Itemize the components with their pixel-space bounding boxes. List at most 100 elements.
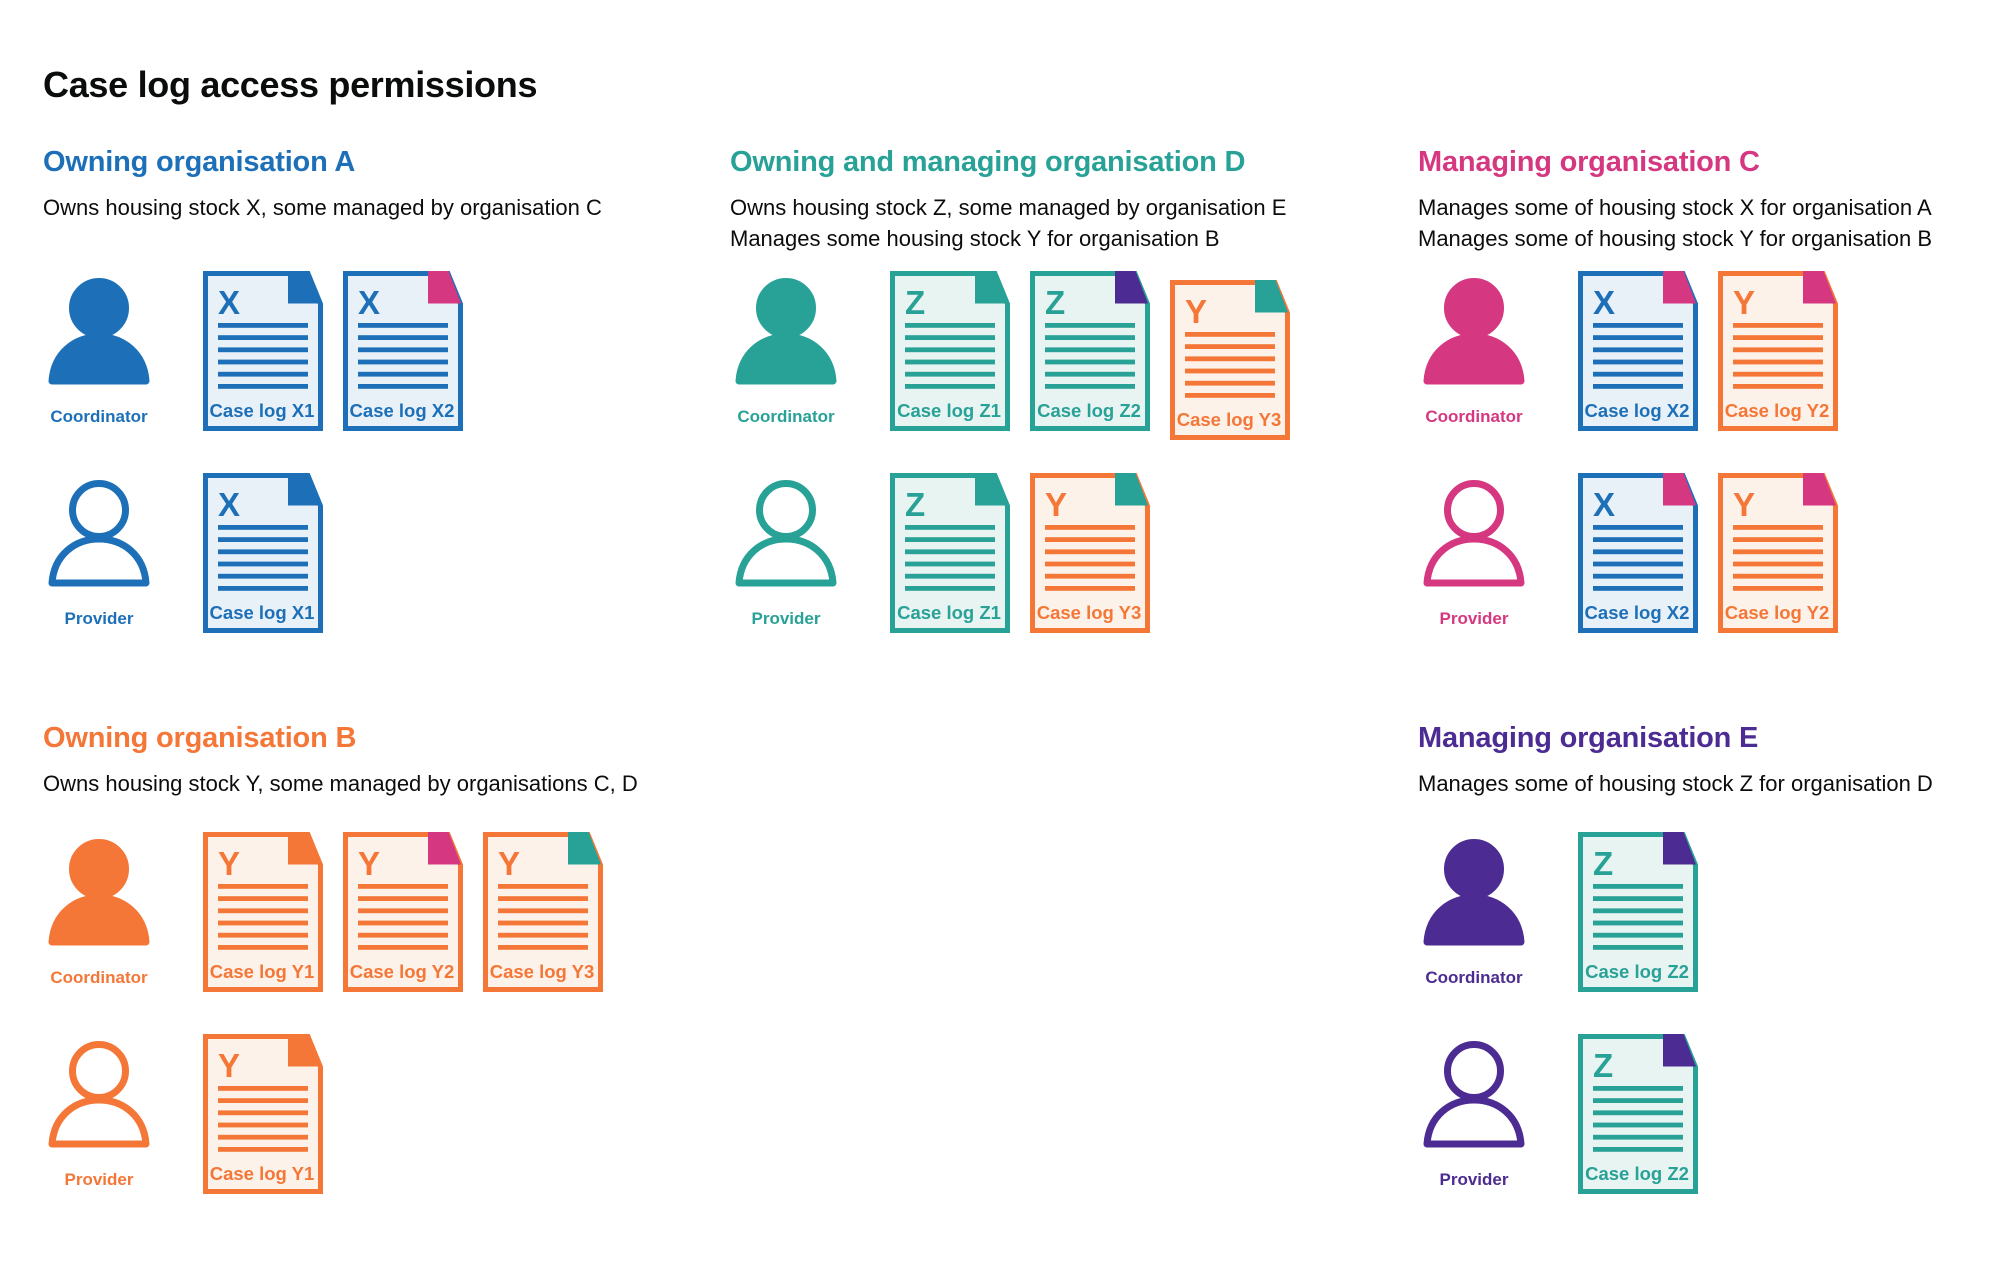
- document-text-line: [1593, 896, 1683, 901]
- coordinator-person-icon: [1423, 839, 1525, 946]
- doc-stock-letter: X: [218, 284, 240, 321]
- role-label: Coordinator: [737, 407, 835, 426]
- document-text-line: [1593, 1134, 1683, 1140]
- document-text-line: [218, 920, 308, 926]
- person-block: Coordinator: [1418, 271, 1578, 427]
- document-text-line: [498, 884, 588, 889]
- doc-label: Case log X1: [210, 602, 315, 623]
- case-log-document: Y Case log Y2: [1718, 271, 1838, 431]
- document-text-line: [1593, 561, 1683, 567]
- document-group: X Case log X2 Y Case log Y2: [1578, 473, 1838, 633]
- document-text-line: [1733, 384, 1823, 389]
- document-text-line: [358, 908, 448, 914]
- doc-stock-letter: Y: [1733, 284, 1755, 321]
- document-text-line: [905, 359, 995, 365]
- document-text-line: [1593, 920, 1683, 926]
- document-text-line: [218, 1147, 308, 1152]
- section-heading: Owning organisation A: [43, 146, 356, 178]
- doc-label: Case log X1: [210, 400, 315, 421]
- person-block: Coordinator: [43, 271, 203, 427]
- section-rows: Coordinator Z Case log Z1 Z Case log Z2 …: [730, 271, 1290, 675]
- person-body: [735, 535, 837, 587]
- case-log-document: X Case log X2: [1578, 473, 1698, 633]
- role-label: Coordinator: [1425, 407, 1523, 426]
- folded-corner-icon: [288, 271, 321, 304]
- document-text-line: [1593, 335, 1683, 340]
- document-text-line: [218, 561, 308, 567]
- document-text-line: [498, 896, 588, 901]
- doc-stock-letter: Y: [1733, 486, 1755, 523]
- document-text-line: [218, 1086, 308, 1091]
- person-head: [756, 278, 816, 338]
- doc-stock-letter: X: [1593, 284, 1615, 321]
- doc-stock-letter: Z: [1593, 845, 1613, 882]
- doc-label: Case log Y1: [210, 1163, 315, 1184]
- role-label: Provider: [64, 609, 134, 628]
- role-label: Provider: [1439, 1170, 1509, 1189]
- person-head: [756, 480, 816, 540]
- case-log-document: Z Case log Z1: [890, 473, 1010, 633]
- person-body: [48, 894, 150, 946]
- doc-stock-letter: Z: [905, 284, 925, 321]
- document-text-line: [218, 896, 308, 901]
- person-body: [48, 1096, 150, 1148]
- folded-corner-icon: [1115, 473, 1148, 506]
- section-description: Manages some of housing stock Z for orga…: [1418, 768, 2000, 799]
- document-text-line: [218, 573, 308, 579]
- document-text-line: [1185, 368, 1275, 374]
- document-text-line: [218, 323, 308, 328]
- case-log-document: Y Case log Y2: [343, 832, 463, 992]
- folded-corner-icon: [288, 832, 321, 865]
- document-text-line: [1045, 537, 1135, 542]
- document-text-line: [358, 335, 448, 340]
- document-text-line: [1185, 344, 1275, 349]
- document-text-line: [1733, 371, 1823, 377]
- document-group: X Case log X1: [203, 473, 323, 633]
- folded-corner-icon: [1663, 473, 1696, 506]
- section-description-line: Manages some of housing stock Y for orga…: [1418, 226, 1933, 251]
- permission-row: Coordinator X Case log X1 X Case log X2: [43, 271, 463, 435]
- doc-label: Case log Z2: [1585, 1163, 1689, 1184]
- document-text-line: [1593, 384, 1683, 389]
- document-text-line: [1045, 525, 1135, 530]
- document-text-line: [1593, 945, 1683, 950]
- person-head: [69, 480, 129, 540]
- document-text-line: [358, 884, 448, 889]
- section-description: Manages some of housing stock X for orga…: [1418, 192, 2000, 254]
- document-text-line: [218, 359, 308, 365]
- folded-corner-icon: [1663, 832, 1696, 865]
- person-body: [1423, 535, 1525, 587]
- case-log-document: X Case log X1: [203, 271, 323, 431]
- role-label: Coordinator: [1425, 968, 1523, 987]
- document-text-line: [1593, 347, 1683, 353]
- doc-label: Case log Y1: [210, 961, 315, 982]
- doc-stock-letter: Y: [218, 1047, 240, 1084]
- person-body: [48, 535, 150, 587]
- document-text-line: [905, 573, 995, 579]
- document-group: X Case log X2 Y Case log Y2: [1578, 271, 1838, 431]
- doc-label: Case log Z1: [897, 602, 1001, 623]
- document-text-line: [358, 347, 448, 353]
- document-text-line: [358, 945, 448, 950]
- doc-stock-letter: Y: [1045, 486, 1067, 523]
- doc-label: Case log X2: [1585, 602, 1690, 623]
- document-text-line: [905, 537, 995, 542]
- doc-label: Case log Z1: [897, 400, 1001, 421]
- person-block: Coordinator: [730, 271, 890, 427]
- document-text-line: [218, 586, 308, 591]
- document-text-line: [358, 896, 448, 901]
- folded-corner-icon: [1255, 280, 1288, 313]
- document-group: Y Case log Y1 Y Case log Y2 Y Case log Y…: [203, 832, 603, 992]
- permission-row: Coordinator X Case log X2 Y Case log Y2: [1418, 271, 1838, 435]
- document-group: Z Case log Z2: [1578, 832, 1698, 992]
- section-heading: Owning and managing organisation D: [730, 146, 1246, 178]
- document-text-line: [1593, 549, 1683, 555]
- person-head: [1444, 1041, 1504, 1101]
- section-description: Owns housing stock X, some managed by or…: [43, 192, 713, 223]
- case-log-document: Z Case log Z2: [1578, 832, 1698, 992]
- permission-row: Provider Z Case log Z1 Y Case log Y3: [730, 473, 1290, 637]
- doc-stock-letter: X: [218, 486, 240, 523]
- document-text-line: [1593, 586, 1683, 591]
- document-text-line: [498, 932, 588, 938]
